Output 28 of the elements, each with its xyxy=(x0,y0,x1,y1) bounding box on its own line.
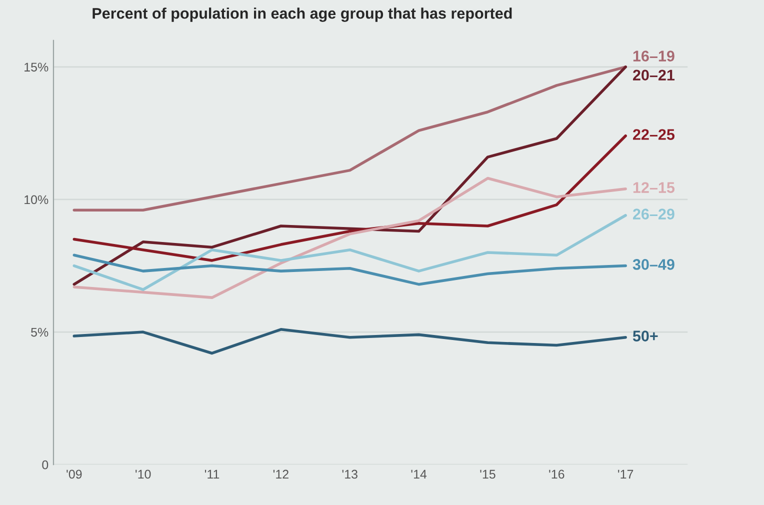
series-label: 26–29 xyxy=(632,208,674,220)
line-series xyxy=(72,254,627,286)
x-tick-label: '13 xyxy=(342,470,358,479)
line-series xyxy=(72,66,627,286)
line-series xyxy=(72,134,627,262)
line-series xyxy=(72,176,627,299)
line-series xyxy=(72,66,627,212)
chart-title: Percent of population in each age group that has reported xyxy=(92,8,512,22)
series-label: 30–49 xyxy=(632,259,674,270)
series-label: 12–15 xyxy=(633,182,675,193)
series-label: 16–19 xyxy=(633,50,674,62)
x-tick-label: '11 xyxy=(204,470,220,479)
line-series xyxy=(72,214,627,292)
x-tick-label: '17 xyxy=(618,470,634,479)
y-tick-label: 5% xyxy=(31,328,48,337)
series-label: 50+ xyxy=(632,330,658,342)
x-tick-label: '10 xyxy=(136,470,151,479)
x-tick-label: '14 xyxy=(411,470,427,479)
y-tick-label: 15% xyxy=(24,62,48,72)
x-tick-label: '09 xyxy=(66,470,82,479)
x-tick-label: '12 xyxy=(273,470,288,479)
x-tick-label: '16 xyxy=(549,470,564,479)
series-label: 20–21 xyxy=(632,70,675,81)
series-label: 22–25 xyxy=(632,129,675,140)
line-series xyxy=(72,328,627,355)
y-tick-label: 0 xyxy=(42,460,48,470)
y-tick-label: 10% xyxy=(24,195,48,204)
x-tick-label: '15 xyxy=(480,470,496,479)
